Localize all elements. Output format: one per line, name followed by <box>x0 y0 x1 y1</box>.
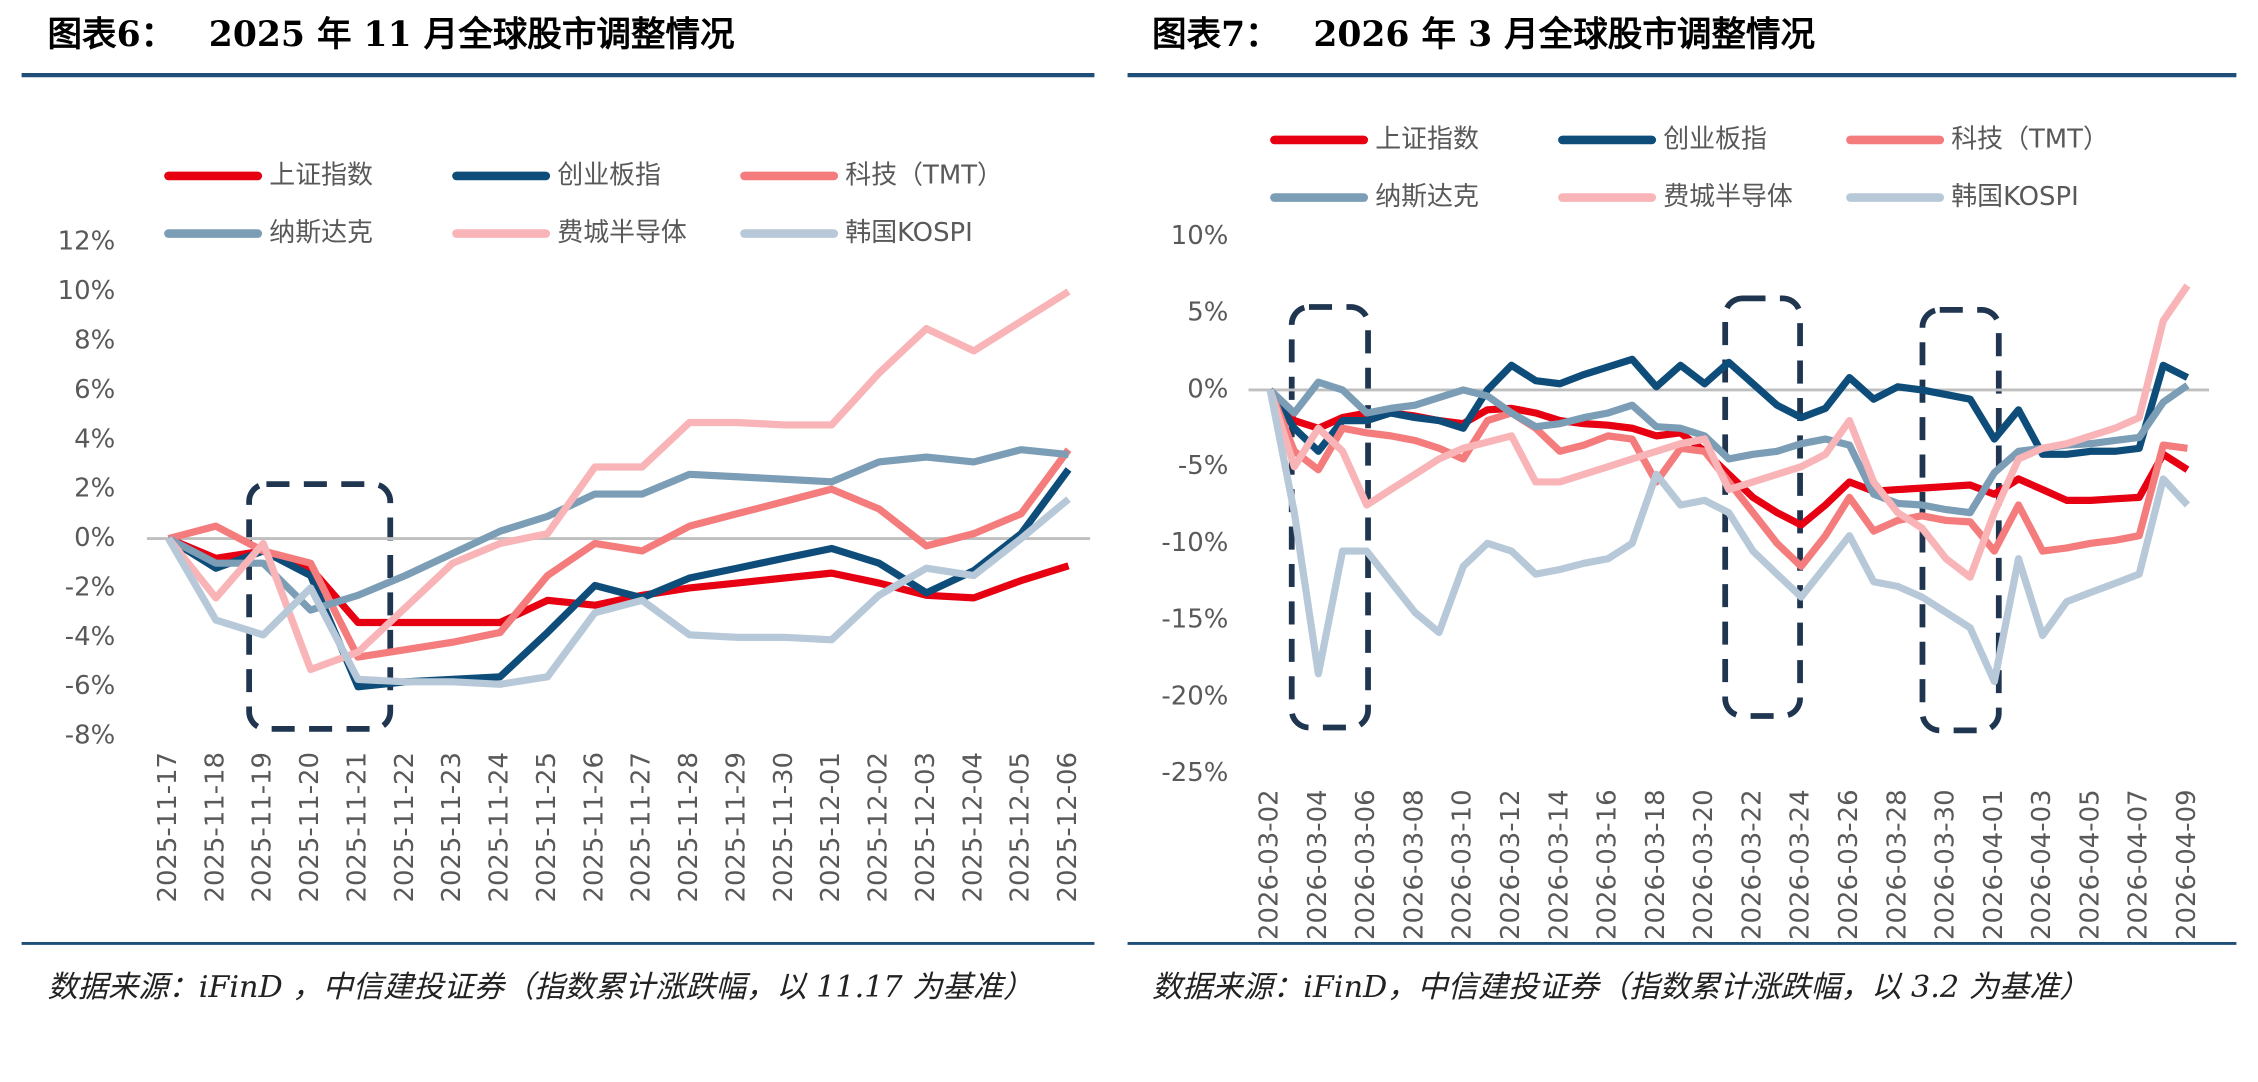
highlight-box <box>1288 304 1371 731</box>
y-tick-label: -25% <box>1161 758 1228 788</box>
series-line <box>1267 355 2190 458</box>
x-tick-label: 2026-03-28 <box>1882 789 1912 940</box>
x-tick-label: 2025-11-26 <box>579 752 609 903</box>
x-tick-label: 2026-03-04 <box>1303 789 1333 940</box>
series-line <box>165 288 1071 674</box>
y-tick-label: 12% <box>58 227 116 257</box>
x-tick-label: 2026-04-09 <box>2172 789 2202 940</box>
x-tick-label: 2025-11-27 <box>627 752 657 903</box>
highlight-box <box>1919 306 2002 734</box>
y-tick-label: 5% <box>1187 298 1228 328</box>
y-tick-label: 4% <box>74 424 115 454</box>
source-note: 数据来源：iFinD，中信建投证券（指数累计涨跌幅，以 3.2 为基准） <box>1152 969 2090 1004</box>
source-note: 数据来源：iFinD ，中信建投证券（指数累计涨跌幅，以 11.17 为基准） <box>47 969 1034 1004</box>
x-tick-label: 2026-03-02 <box>1255 789 1285 940</box>
x-tick-label: 2025-11-23 <box>437 752 467 903</box>
x-tick-label: 2025-11-25 <box>532 752 562 903</box>
y-tick-label: -5% <box>1178 451 1228 481</box>
legend-label: 科技（TMT） <box>1951 124 2109 154</box>
x-tick-label: 2026-03-14 <box>1544 789 1574 940</box>
legend-label: 上证指数 <box>1375 124 1479 154</box>
legend-label: 科技（TMT） <box>845 160 1003 190</box>
legend-label: 创业板指 <box>557 160 661 190</box>
x-tick-label: 2026-03-30 <box>1931 789 1961 940</box>
chart-title: 2026 年 3 月全球股市调整情况 <box>1313 15 1815 55</box>
x-tick-label: 2025-11-17 <box>153 752 183 903</box>
y-tick-label: 6% <box>74 375 115 405</box>
x-tick-label: 2026-03-18 <box>1641 789 1671 940</box>
y-tick-label: 10% <box>58 276 116 306</box>
y-tick-label: 0% <box>74 523 115 553</box>
y-tick-label: -15% <box>1161 605 1228 635</box>
x-tick-label: 2025-11-20 <box>295 752 325 903</box>
legend-label: 纳斯达克 <box>269 218 373 248</box>
highlight-boxes <box>246 295 2002 734</box>
legend-label: 创业板指 <box>1663 124 1767 154</box>
legend-label: 费城半导体 <box>557 218 687 248</box>
x-tick-label: 2026-03-16 <box>1593 789 1623 940</box>
y-tick-label: 8% <box>74 325 115 355</box>
series-line <box>1266 283 2191 581</box>
chart-title: 2025 年 11 月全球股市调整情况 <box>209 15 735 55</box>
y-tick-label: -20% <box>1161 681 1228 711</box>
y-tick-label: -8% <box>65 721 115 751</box>
source-box: 数据来源：iFinD，中信建投证券（指数累计涨跌幅，以 3.2 为基准） <box>1152 969 2090 1004</box>
series-line <box>166 467 1072 691</box>
x-tick-label: 2025-11-28 <box>674 752 704 903</box>
x-tick-label: 2025-12-05 <box>1006 752 1036 903</box>
y-tick-label: 0% <box>1187 374 1228 404</box>
x-tick-label: 2025-11-21 <box>342 752 372 903</box>
x-tick-label: 2025-12-04 <box>958 752 988 903</box>
legend-label: 上证指数 <box>269 160 373 190</box>
highlight-box <box>246 481 394 732</box>
y-tick-label: -10% <box>1161 528 1228 558</box>
y-tick-label: -6% <box>65 671 115 701</box>
x-tick-label: 2026-04-01 <box>1979 789 2009 940</box>
legend-label: 纳斯达克 <box>1375 182 1479 212</box>
y-tick-label: -4% <box>65 622 115 652</box>
x-tick-label: 2026-03-10 <box>1448 789 1478 940</box>
x-tick-label: 2025-12-03 <box>911 752 941 903</box>
legend-label: 韩国KOSPI <box>1951 182 2078 212</box>
highlight-box <box>1722 295 1803 719</box>
series-line <box>1266 389 2191 686</box>
legend-label: 韩国KOSPI <box>845 218 972 248</box>
x-tick-label: 2026-03-20 <box>1689 789 1719 940</box>
x-tick-label: 2026-04-07 <box>2124 789 2154 940</box>
x-tick-label: 2025-11-18 <box>200 752 230 903</box>
series-line <box>167 447 1072 661</box>
chart-label: 图表6： <box>48 15 176 55</box>
source-box: 数据来源：iFinD ，中信建投证券（指数累计涨跌幅，以 11.17 为基准） <box>47 969 1034 1004</box>
x-tick-label: 2026-03-26 <box>1834 789 1864 940</box>
x-tick-label: 2025-12-01 <box>816 752 846 903</box>
y-tick-label: 10% <box>1171 221 1229 251</box>
legend-label: 费城半导体 <box>1663 182 1793 212</box>
chart-label: 图表7： <box>1152 15 1280 55</box>
x-tick-label: 2025-11-24 <box>485 752 515 903</box>
x-tick-label: 2025-11-29 <box>721 752 751 903</box>
x-tick-label: 2026-03-12 <box>1496 789 1526 940</box>
y-tick-label: 2% <box>74 474 115 504</box>
x-tick-label: 2025-11-30 <box>769 752 799 903</box>
x-tick-label: 2026-03-06 <box>1351 789 1381 940</box>
x-tick-label: 2025-12-06 <box>1053 752 1083 903</box>
x-tick-label: 2025-12-02 <box>864 752 894 903</box>
series-line <box>165 496 1071 688</box>
x-tick-label: 2026-04-05 <box>2075 789 2105 940</box>
x-tick-label: 2026-04-03 <box>2027 789 2057 940</box>
x-tick-label: 2026-03-24 <box>1786 789 1816 940</box>
x-tick-label: 2025-11-19 <box>248 752 278 903</box>
y-tick-label: -2% <box>65 572 115 602</box>
x-tick-label: 2026-03-08 <box>1399 789 1429 940</box>
x-tick-label: 2025-11-22 <box>390 752 420 903</box>
x-tick-label: 2026-03-22 <box>1737 789 1767 940</box>
